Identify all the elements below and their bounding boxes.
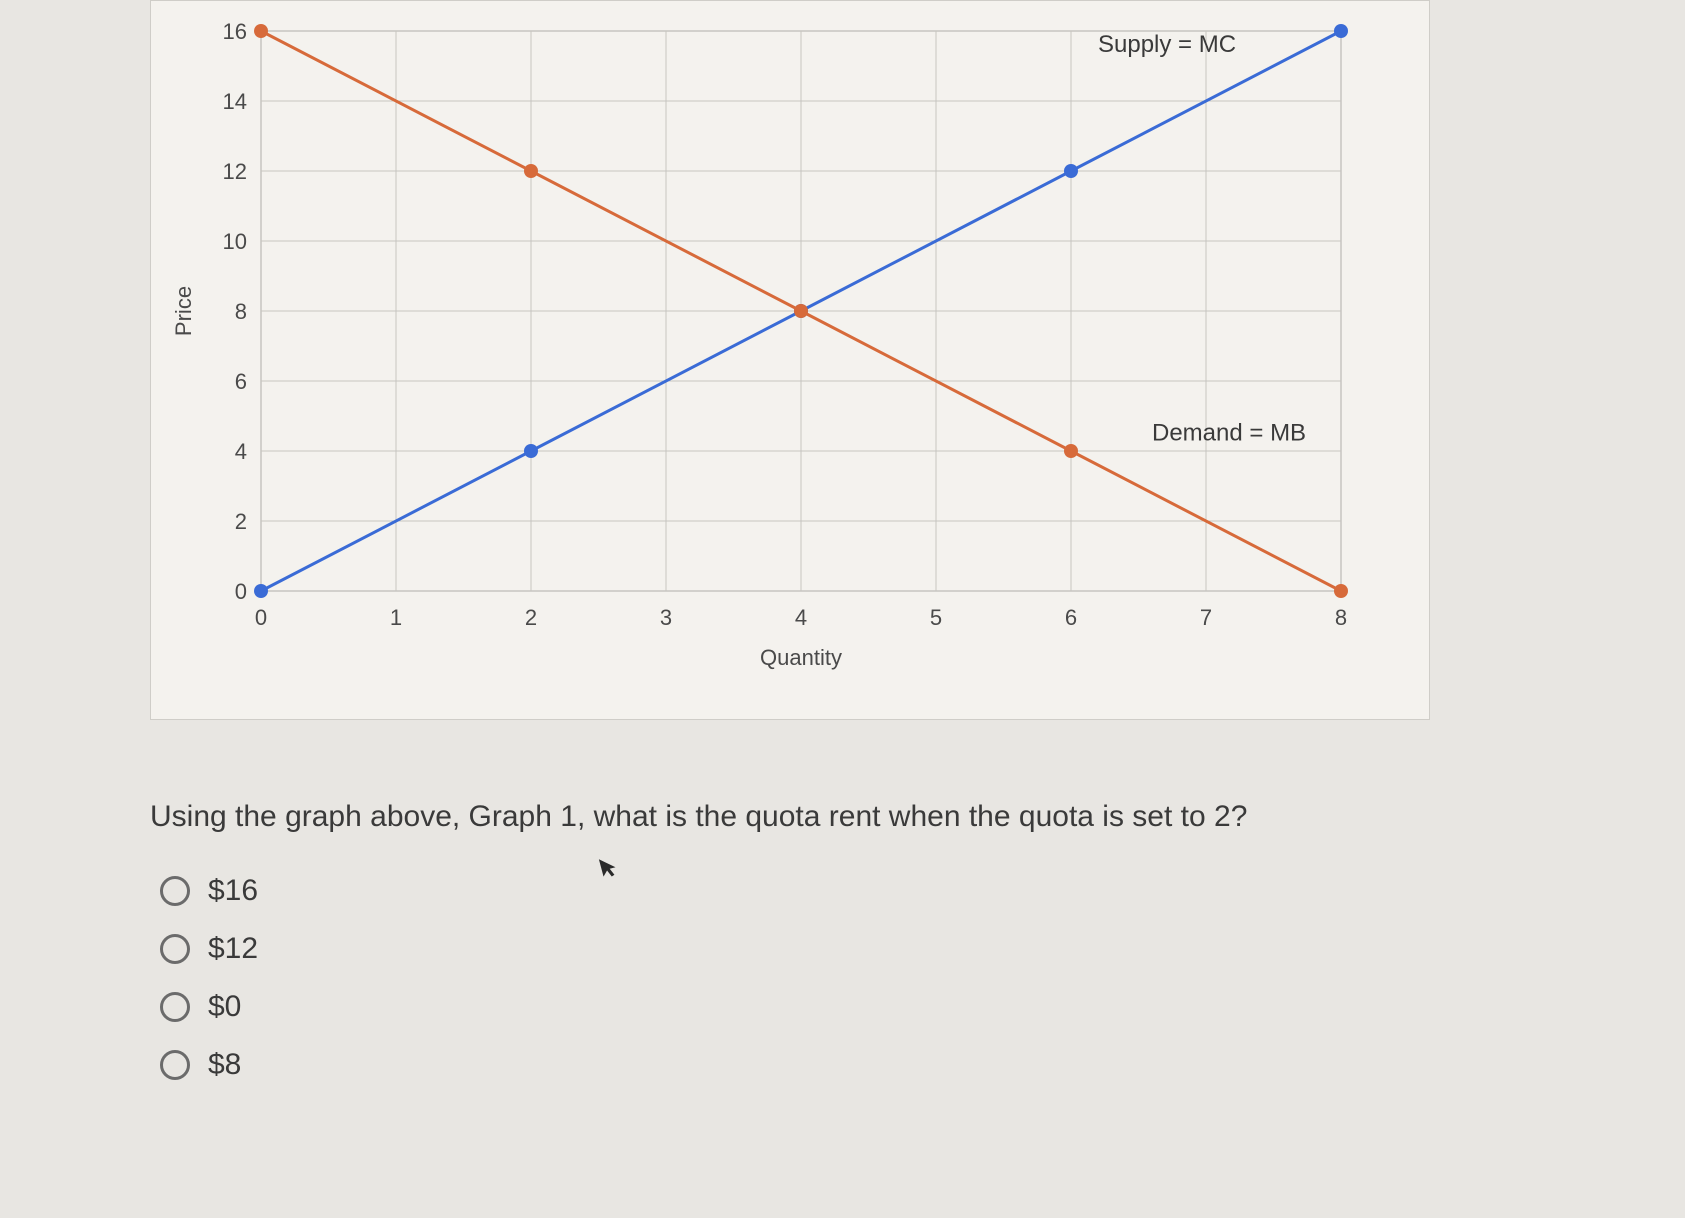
radio-icon [160,992,190,1022]
svg-text:14: 14 [223,89,247,114]
svg-text:7: 7 [1200,605,1212,630]
supply-demand-chart: 0123456780246810121416QuantityPriceSuppl… [151,1,1429,719]
option-3[interactable]: $8 [160,1048,1500,1082]
svg-text:4: 4 [235,439,247,464]
svg-text:8: 8 [1335,605,1347,630]
svg-text:10: 10 [223,229,247,254]
option-0[interactable]: $16 [160,874,1500,908]
svg-text:8: 8 [235,299,247,324]
svg-text:1: 1 [390,605,402,630]
svg-text:3: 3 [660,605,672,630]
radio-icon [160,876,190,906]
svg-text:6: 6 [1065,605,1077,630]
svg-text:16: 16 [223,19,247,44]
radio-icon [160,934,190,964]
radio-icon [160,1050,190,1080]
svg-text:12: 12 [223,159,247,184]
svg-text:0: 0 [255,605,267,630]
option-label: $8 [208,1048,241,1082]
option-label: $12 [208,932,258,966]
svg-text:4: 4 [795,605,807,630]
svg-text:2: 2 [525,605,537,630]
option-2[interactable]: $0 [160,990,1500,1024]
svg-text:6: 6 [235,369,247,394]
svg-text:5: 5 [930,605,942,630]
svg-text:Supply = MC: Supply = MC [1098,31,1236,58]
option-label: $0 [208,990,241,1024]
svg-text:0: 0 [235,579,247,604]
page-root: 0123456780246810121416QuantityPriceSuppl… [0,0,1685,1218]
option-1[interactable]: $12 [160,932,1500,966]
question-block: Using the graph above, Graph 1, what is … [150,800,1500,1106]
svg-text:Demand = MB: Demand = MB [1152,420,1306,447]
svg-text:Price: Price [171,286,196,336]
question-text: Using the graph above, Graph 1, what is … [150,800,1500,834]
svg-text:Quantity: Quantity [760,645,842,670]
chart-container: 0123456780246810121416QuantityPriceSuppl… [150,0,1430,720]
options-list: $16 $12 $0 $8 [150,874,1500,1082]
svg-text:2: 2 [235,509,247,534]
option-label: $16 [208,874,258,908]
